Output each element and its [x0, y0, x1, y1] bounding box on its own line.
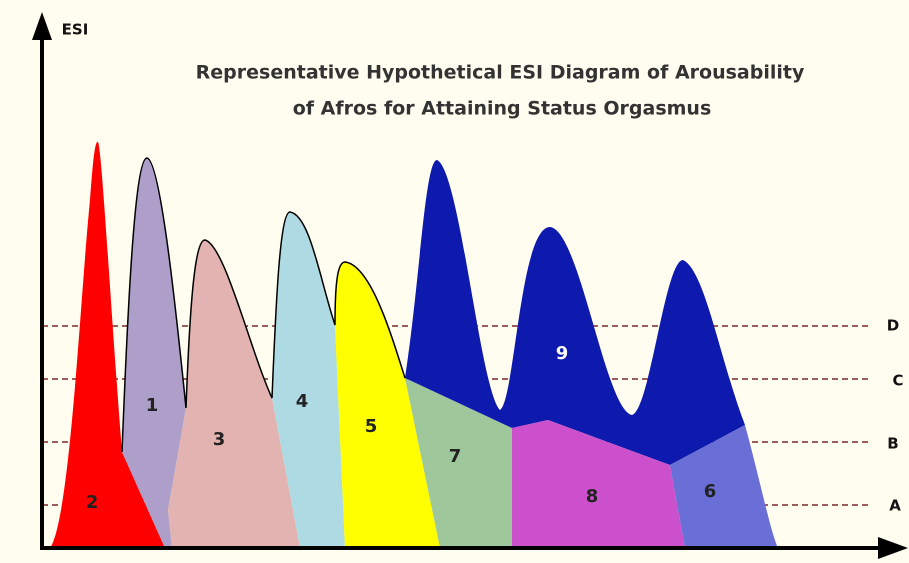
region — [512, 420, 685, 548]
region-label: 2 — [86, 492, 99, 513]
title-line: of Afros for Attaining Status Orgasmus — [293, 98, 712, 120]
region — [405, 378, 512, 548]
region-label: 4 — [296, 391, 309, 412]
region — [168, 240, 300, 548]
region-label: 5 — [365, 416, 378, 437]
title-line: Representative Hypothetical ESI Diagram … — [196, 62, 805, 84]
region-label: 8 — [586, 486, 599, 507]
region — [122, 158, 186, 548]
outline — [121, 157, 406, 453]
level-label: C — [892, 372, 903, 390]
region-label: 6 — [704, 481, 717, 502]
region-label: 3 — [213, 429, 226, 450]
region-label: 1 — [146, 395, 159, 416]
region — [670, 425, 778, 548]
level-label: B — [887, 435, 898, 453]
region-label: 7 — [449, 446, 462, 467]
region — [272, 212, 345, 548]
region — [50, 141, 165, 548]
level-label: D — [887, 317, 899, 335]
axis-arrow — [32, 12, 52, 40]
axis-label: ESI — [62, 21, 89, 39]
region — [335, 262, 440, 548]
region-label: 9 — [556, 343, 569, 364]
axis-arrow — [878, 537, 908, 559]
level-label: A — [889, 497, 901, 515]
region — [405, 160, 745, 465]
